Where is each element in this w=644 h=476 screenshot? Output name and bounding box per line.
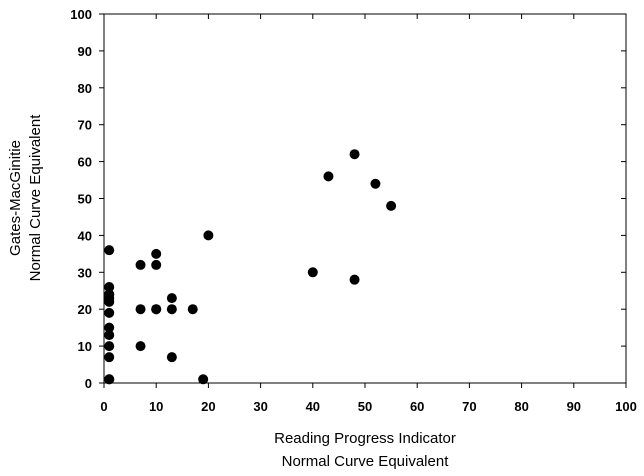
y-tick-label: 70 xyxy=(78,118,92,133)
data-point xyxy=(166,352,177,363)
data-point xyxy=(135,341,146,352)
data-point xyxy=(323,171,334,182)
data-point xyxy=(104,289,115,300)
data-point xyxy=(104,282,115,293)
data-point xyxy=(187,304,198,315)
y-tick-label: 20 xyxy=(78,302,92,317)
data-point xyxy=(166,304,177,315)
x-tick-label: 50 xyxy=(358,399,372,414)
x-tick-label: 30 xyxy=(253,399,267,414)
data-point xyxy=(104,352,115,363)
x-tick-label: 80 xyxy=(514,399,528,414)
data-point xyxy=(104,341,115,352)
data-point xyxy=(386,200,397,211)
y-axis-ticks: 0 10 20 30 40 50 60 70 80 90 100 xyxy=(70,7,626,391)
data-point xyxy=(198,374,209,385)
data-point xyxy=(151,248,162,259)
data-point xyxy=(104,374,115,385)
data-point xyxy=(135,304,146,315)
x-tick-label: 10 xyxy=(149,399,163,414)
y-tick-label: 10 xyxy=(78,339,92,354)
data-point xyxy=(104,307,115,318)
data-point xyxy=(349,274,360,285)
x-tick-label: 0 xyxy=(100,399,107,414)
y-tick-label: 90 xyxy=(78,44,92,59)
x-tick-label: 70 xyxy=(462,399,476,414)
x-tick-label: 20 xyxy=(201,399,215,414)
x-tick-label: 90 xyxy=(567,399,581,414)
data-point xyxy=(307,267,318,278)
x-axis-title-line-2: Normal Curve Equivalent xyxy=(282,453,450,470)
data-point xyxy=(151,259,162,270)
data-point xyxy=(166,293,177,304)
y-axis-title-line-2: Normal Curve Equivalent xyxy=(27,114,44,282)
data-point xyxy=(104,245,115,256)
y-tick-label: 30 xyxy=(78,265,92,280)
data-point xyxy=(104,330,115,341)
x-tick-label: 40 xyxy=(306,399,320,414)
y-tick-label: 0 xyxy=(85,376,92,391)
plot-area-frame xyxy=(103,13,627,384)
data-point xyxy=(370,178,381,189)
data-points xyxy=(104,149,397,385)
x-tick-label: 60 xyxy=(410,399,424,414)
y-axis-title-line-1: Gates-MacGinitie xyxy=(7,140,24,256)
y-tick-label: 40 xyxy=(78,228,92,243)
x-tick-label: 100 xyxy=(615,399,637,414)
y-tick-label: 80 xyxy=(78,81,92,96)
x-axis-title-line-1: Reading Progress Indicator xyxy=(274,430,456,447)
y-tick-label: 100 xyxy=(70,7,92,22)
y-tick-label: 60 xyxy=(78,155,92,170)
data-point xyxy=(104,322,115,333)
y-tick-label: 50 xyxy=(78,192,92,207)
data-point xyxy=(203,230,214,241)
data-point xyxy=(135,259,146,270)
x-axis-ticks: 0 10 20 30 40 50 60 70 80 90 100 xyxy=(100,14,637,414)
data-point xyxy=(349,149,360,160)
data-point xyxy=(151,304,162,315)
